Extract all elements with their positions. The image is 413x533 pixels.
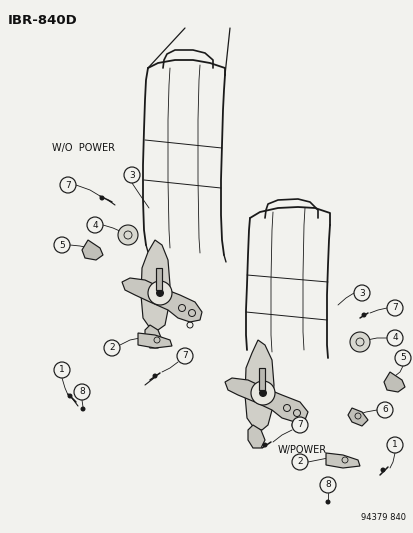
Circle shape bbox=[380, 467, 385, 472]
Text: 1: 1 bbox=[59, 366, 65, 375]
Polygon shape bbox=[247, 425, 264, 448]
Polygon shape bbox=[122, 278, 202, 322]
Circle shape bbox=[156, 289, 164, 297]
Circle shape bbox=[87, 217, 103, 233]
Text: 2: 2 bbox=[109, 343, 114, 352]
Text: 4: 4 bbox=[92, 221, 97, 230]
Polygon shape bbox=[141, 240, 170, 330]
Circle shape bbox=[60, 177, 76, 193]
Text: 3: 3 bbox=[358, 288, 364, 297]
Circle shape bbox=[147, 281, 171, 305]
Text: 5: 5 bbox=[399, 353, 405, 362]
Circle shape bbox=[259, 389, 266, 397]
Text: 1: 1 bbox=[391, 440, 397, 449]
Circle shape bbox=[250, 381, 274, 405]
Circle shape bbox=[54, 362, 70, 378]
Text: IBR-840D: IBR-840D bbox=[8, 14, 78, 27]
Text: 8: 8 bbox=[324, 481, 330, 489]
Circle shape bbox=[67, 393, 72, 399]
Circle shape bbox=[177, 348, 192, 364]
Circle shape bbox=[80, 407, 85, 411]
Polygon shape bbox=[383, 372, 404, 392]
Circle shape bbox=[353, 285, 369, 301]
Circle shape bbox=[325, 499, 330, 505]
Circle shape bbox=[99, 196, 104, 200]
Polygon shape bbox=[259, 368, 264, 390]
Circle shape bbox=[361, 312, 366, 318]
Circle shape bbox=[349, 332, 369, 352]
Text: 2: 2 bbox=[297, 457, 302, 466]
Circle shape bbox=[376, 402, 392, 418]
Text: W/O  POWER: W/O POWER bbox=[52, 143, 115, 153]
Polygon shape bbox=[224, 378, 307, 422]
Polygon shape bbox=[138, 333, 171, 348]
Circle shape bbox=[74, 384, 90, 400]
Text: 3: 3 bbox=[129, 171, 135, 180]
Text: 94379 840: 94379 840 bbox=[360, 513, 405, 522]
Text: 7: 7 bbox=[297, 421, 302, 430]
Circle shape bbox=[54, 237, 70, 253]
Circle shape bbox=[386, 300, 402, 316]
Text: 7: 7 bbox=[65, 181, 71, 190]
Polygon shape bbox=[347, 408, 367, 426]
Circle shape bbox=[394, 350, 410, 366]
Circle shape bbox=[319, 477, 335, 493]
Text: 7: 7 bbox=[391, 303, 397, 312]
Polygon shape bbox=[244, 340, 273, 430]
Circle shape bbox=[291, 417, 307, 433]
Circle shape bbox=[386, 330, 402, 346]
Text: 6: 6 bbox=[381, 406, 387, 415]
Circle shape bbox=[104, 340, 120, 356]
Circle shape bbox=[262, 442, 267, 448]
Circle shape bbox=[152, 374, 157, 378]
Polygon shape bbox=[82, 240, 103, 260]
Circle shape bbox=[118, 225, 138, 245]
Circle shape bbox=[291, 454, 307, 470]
Polygon shape bbox=[325, 453, 359, 468]
Text: 7: 7 bbox=[182, 351, 188, 360]
Polygon shape bbox=[145, 325, 161, 348]
Text: 8: 8 bbox=[79, 387, 85, 397]
Text: 5: 5 bbox=[59, 240, 65, 249]
Text: W/POWER: W/POWER bbox=[277, 445, 326, 455]
Circle shape bbox=[124, 167, 140, 183]
Text: 4: 4 bbox=[391, 334, 397, 343]
Circle shape bbox=[386, 437, 402, 453]
Polygon shape bbox=[156, 268, 161, 290]
